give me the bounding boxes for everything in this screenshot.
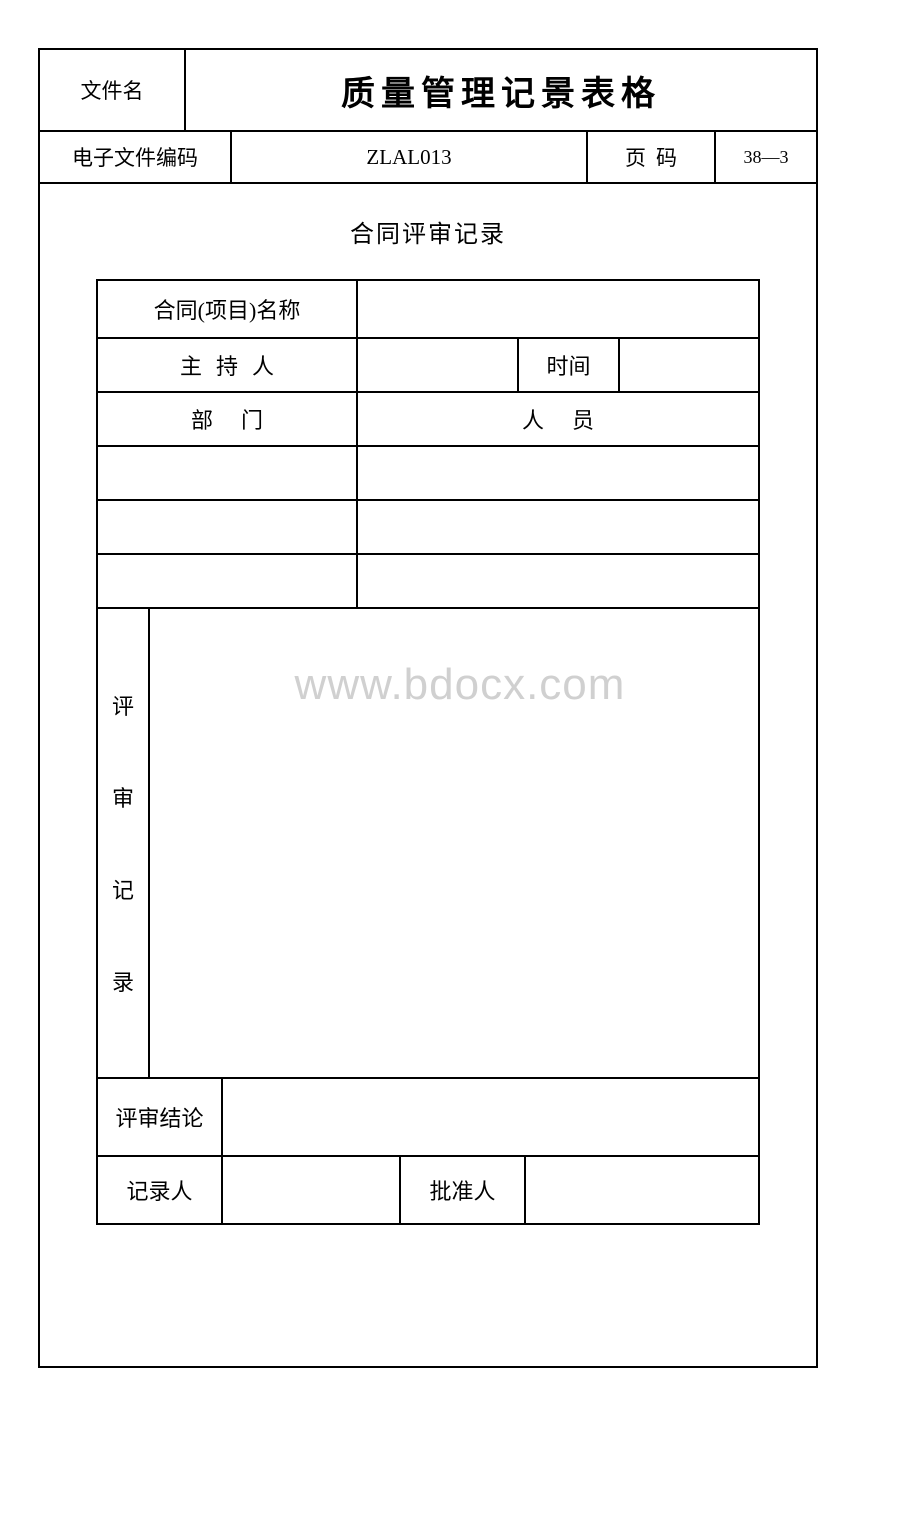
dept-label: 部门 bbox=[98, 393, 358, 445]
body-area: 合同评审记录 合同(项目)名称 主持人 时间 部门 人员 bbox=[40, 184, 816, 1245]
dept-cell-2 bbox=[98, 501, 358, 553]
row-dept-3 bbox=[98, 555, 758, 609]
person-cell-3 bbox=[358, 555, 758, 607]
row-dept-2 bbox=[98, 501, 758, 555]
file-name-label: 文件名 bbox=[40, 50, 186, 130]
page-label: 页码 bbox=[588, 132, 716, 182]
person-label: 人员 bbox=[358, 393, 758, 445]
recorder-label: 记录人 bbox=[98, 1157, 223, 1223]
review-record-char-2: 记 bbox=[112, 873, 134, 905]
row-host: 主持人 时间 bbox=[98, 339, 758, 393]
row-dept-1 bbox=[98, 447, 758, 501]
row-conclusion: 评审结论 bbox=[98, 1079, 758, 1157]
host-value bbox=[358, 339, 519, 391]
review-record-char-1: 审 bbox=[112, 781, 134, 813]
row-dept-header: 部门 人员 bbox=[98, 393, 758, 447]
review-record-char-3: 录 bbox=[112, 965, 134, 997]
row-signatures: 记录人 批准人 bbox=[98, 1157, 758, 1225]
dept-cell-3 bbox=[98, 555, 358, 607]
project-name-label: 合同(项目)名称 bbox=[98, 281, 358, 337]
form-title: 质量管理记景表格 bbox=[186, 50, 816, 130]
recorder-value bbox=[223, 1157, 401, 1223]
time-label: 时间 bbox=[519, 339, 620, 391]
host-label: 主持人 bbox=[98, 339, 358, 391]
header-row-2: 电子文件编码 ZLAL013 页码 38—3 bbox=[40, 132, 816, 184]
ecode-value: ZLAL013 bbox=[232, 132, 588, 182]
dept-cell-1 bbox=[98, 447, 358, 499]
conclusion-value bbox=[223, 1079, 758, 1155]
page-value: 38—3 bbox=[716, 132, 816, 182]
review-record-label: 评 审 记 录 bbox=[98, 609, 150, 1077]
conclusion-label: 评审结论 bbox=[98, 1079, 223, 1155]
row-review-record: 评 审 记 录 bbox=[98, 609, 758, 1079]
approver-label: 批准人 bbox=[401, 1157, 526, 1223]
approver-value bbox=[526, 1157, 758, 1223]
header-row-1: 文件名 质量管理记景表格 bbox=[40, 50, 816, 132]
time-value bbox=[620, 339, 758, 391]
row-project-name: 合同(项目)名称 bbox=[98, 281, 758, 339]
project-name-value bbox=[358, 281, 758, 337]
page-frame: 文件名 质量管理记景表格 电子文件编码 ZLAL013 页码 38—3 合同评审… bbox=[38, 48, 818, 1368]
section-title: 合同评审记录 bbox=[96, 214, 760, 249]
inner-table: 合同(项目)名称 主持人 时间 部门 人员 bbox=[96, 279, 760, 1225]
person-cell-2 bbox=[358, 501, 758, 553]
ecode-label: 电子文件编码 bbox=[40, 132, 232, 182]
review-record-value bbox=[150, 609, 758, 1077]
review-record-char-0: 评 bbox=[112, 689, 134, 721]
person-cell-1 bbox=[358, 447, 758, 499]
